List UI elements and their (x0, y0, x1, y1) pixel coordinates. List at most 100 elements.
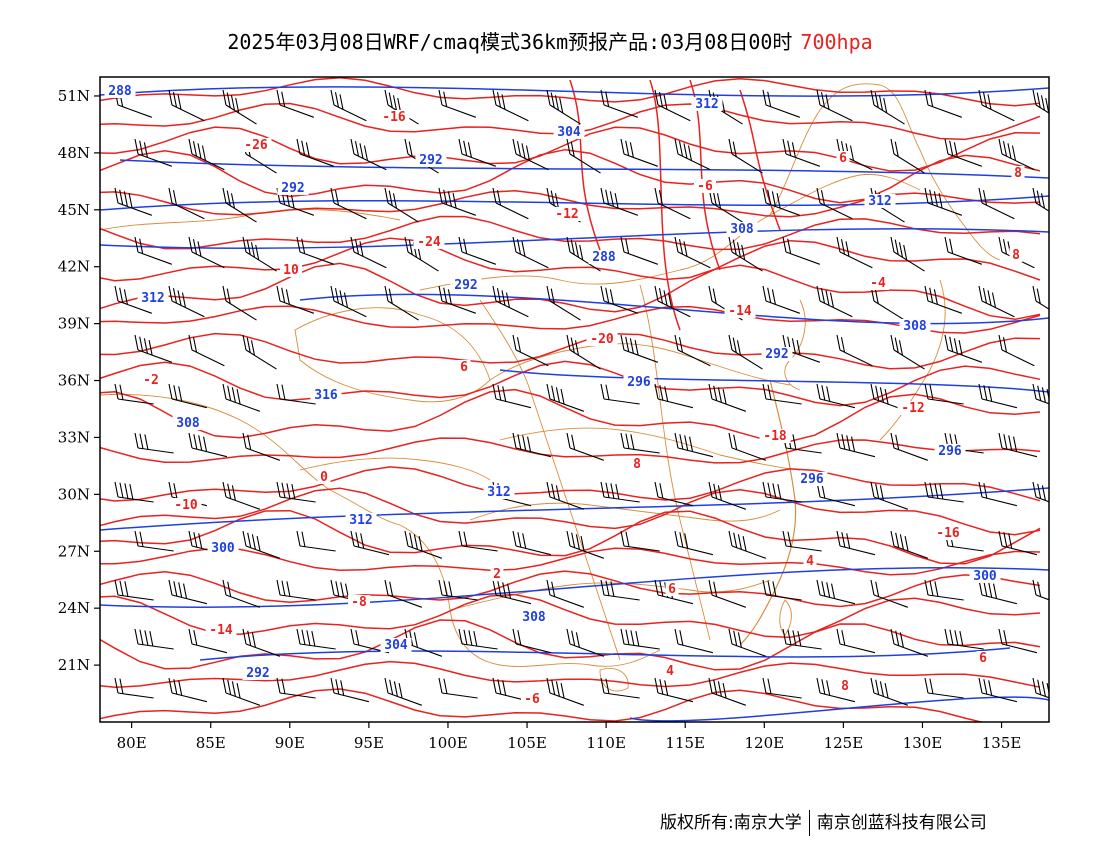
wind-barb (708, 579, 747, 608)
lon-tick-label: 125E (824, 734, 864, 752)
label-backdrop (345, 513, 377, 527)
wind-barb (620, 138, 659, 167)
wind-barb (620, 628, 660, 650)
label-backdrop (317, 470, 331, 484)
label-backdrop (378, 110, 410, 124)
wind-barb (242, 236, 277, 272)
wind-barb (404, 530, 443, 559)
geopotential-height-contour (629, 696, 1049, 722)
temperature-isotherm (100, 77, 1041, 107)
contour-label: 6 (839, 151, 847, 166)
contour-label: 292 (281, 181, 304, 196)
contour-label: -10 (174, 498, 198, 513)
contour-label: 312 (868, 194, 891, 209)
wind-barb (114, 285, 153, 314)
wind-barb (1032, 89, 1049, 114)
geopotential-height-contour (100, 86, 1049, 97)
label-backdrop (1009, 248, 1023, 262)
wind-barb (978, 89, 1015, 122)
wind-barb (330, 89, 367, 122)
wind-barb (512, 138, 549, 171)
wind-barb (728, 530, 767, 559)
wind-barb (728, 628, 767, 657)
wind-barb (188, 334, 225, 367)
label-backdrop (457, 360, 471, 374)
label-backdrop (803, 554, 817, 568)
label-backdrop (140, 373, 162, 387)
wind-barb (222, 285, 257, 321)
label-backdrop (934, 444, 966, 458)
contour-label: 296 (938, 444, 962, 459)
wind-barb (350, 236, 387, 269)
label-backdrop (899, 319, 931, 333)
footer-divider (808, 810, 810, 836)
contour-label: 8 (1012, 248, 1020, 263)
wind-barb (674, 432, 714, 458)
wind-barb (330, 677, 370, 703)
wind-barb (762, 285, 801, 314)
wind-barb (134, 334, 173, 363)
wind-barb (134, 138, 173, 167)
wind-barb (620, 334, 659, 363)
contour-label: -16 (382, 110, 406, 125)
wind-barb (188, 236, 225, 269)
wind-barb (438, 579, 478, 601)
wind-barb (242, 334, 277, 370)
wind-barb (242, 628, 281, 657)
geopotential-height-contour (100, 228, 1049, 249)
lat-tick-label: 48N (58, 144, 90, 162)
contour-label: 6 (979, 651, 987, 666)
wind-barb (384, 187, 419, 223)
wind-barb (1032, 579, 1049, 601)
wind-barb (114, 677, 154, 699)
label-backdrop (623, 375, 655, 389)
wind-barb (762, 187, 801, 216)
temperature-isotherm (100, 509, 1041, 565)
label-backdrop (415, 153, 447, 167)
contour-label: 308 (176, 416, 200, 431)
contour-label: -4 (870, 276, 886, 291)
temperature-isotherm (100, 237, 1041, 282)
contour-label: -18 (763, 429, 787, 444)
wind-barb (762, 579, 802, 601)
wind-barb (114, 383, 154, 405)
lon-tick-label: 90E (275, 734, 305, 752)
central-border-3 (469, 502, 781, 522)
label-backdrop (691, 97, 723, 111)
wind-barb (870, 677, 909, 706)
wind-barb (944, 628, 984, 650)
wind-barb (134, 432, 174, 454)
temperature-isotherm (100, 437, 1041, 464)
wind-barb (708, 187, 743, 223)
wind-barb (566, 530, 605, 559)
label-backdrop (932, 526, 964, 540)
wind-barb (384, 285, 419, 321)
wind-barb (600, 579, 640, 601)
wind-barb (654, 187, 691, 220)
wind-barb (296, 236, 335, 265)
wind-barb (168, 285, 205, 318)
label-backdrop (277, 181, 309, 195)
contour-label: 300 (211, 541, 235, 556)
wind-barb (998, 530, 1038, 556)
lon-tick-label: 95E (354, 734, 384, 752)
contour-label: 316 (314, 388, 338, 403)
wind-barb (978, 383, 1018, 409)
temperature-isotherm (100, 547, 1041, 576)
lat-tick-label: 30N (58, 485, 90, 503)
wind-barb (924, 89, 963, 118)
wind-barb (600, 187, 639, 216)
copyright-footer: 版权所有:南京大学 南京创蓝科技有限公司 (660, 808, 987, 836)
wind-barb (978, 481, 1018, 507)
contour-label: 304 (384, 638, 408, 653)
contour-label: -2 (143, 373, 159, 388)
lat-tick-label: 27N (58, 542, 90, 560)
contour-label: -6 (524, 692, 540, 707)
wind-barb (944, 138, 983, 167)
label-backdrop (490, 567, 504, 581)
lon-tick-label: 110E (586, 734, 626, 752)
contour-label: -16 (936, 526, 960, 541)
wind-barb (566, 138, 601, 174)
wind-barb (438, 677, 478, 699)
contour-label: 312 (487, 485, 510, 500)
